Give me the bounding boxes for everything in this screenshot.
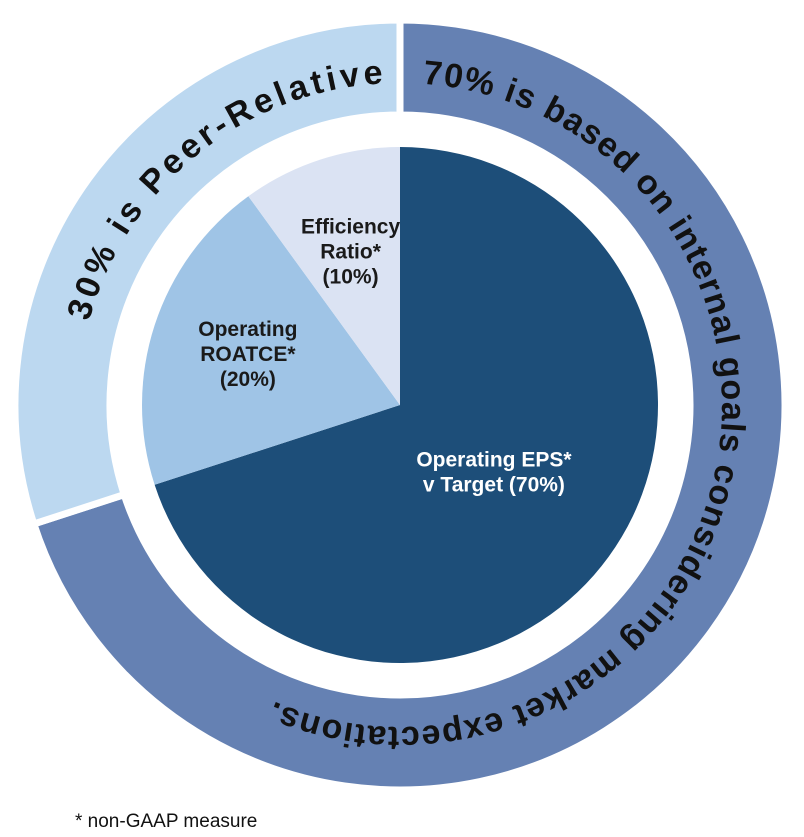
pie-slice: [154, 147, 659, 664]
slice-label: v Target (70%): [423, 473, 565, 496]
slice-label: Operating: [198, 318, 297, 341]
slice-label: Ratio*: [320, 240, 382, 263]
slice-label: (10%): [323, 265, 379, 288]
slice-label: Operating EPS*: [416, 448, 572, 471]
slice-label: Efficiency: [301, 215, 401, 238]
footnote: * non-GAAP measure: [75, 811, 257, 832]
pie-slice: [248, 147, 400, 405]
ring-segment: [11, 16, 404, 529]
slice-label: (20%): [220, 368, 276, 391]
slice-label: ROATCE*: [200, 343, 296, 366]
pie-slice: [141, 196, 400, 485]
ring-segment: [29, 16, 789, 794]
